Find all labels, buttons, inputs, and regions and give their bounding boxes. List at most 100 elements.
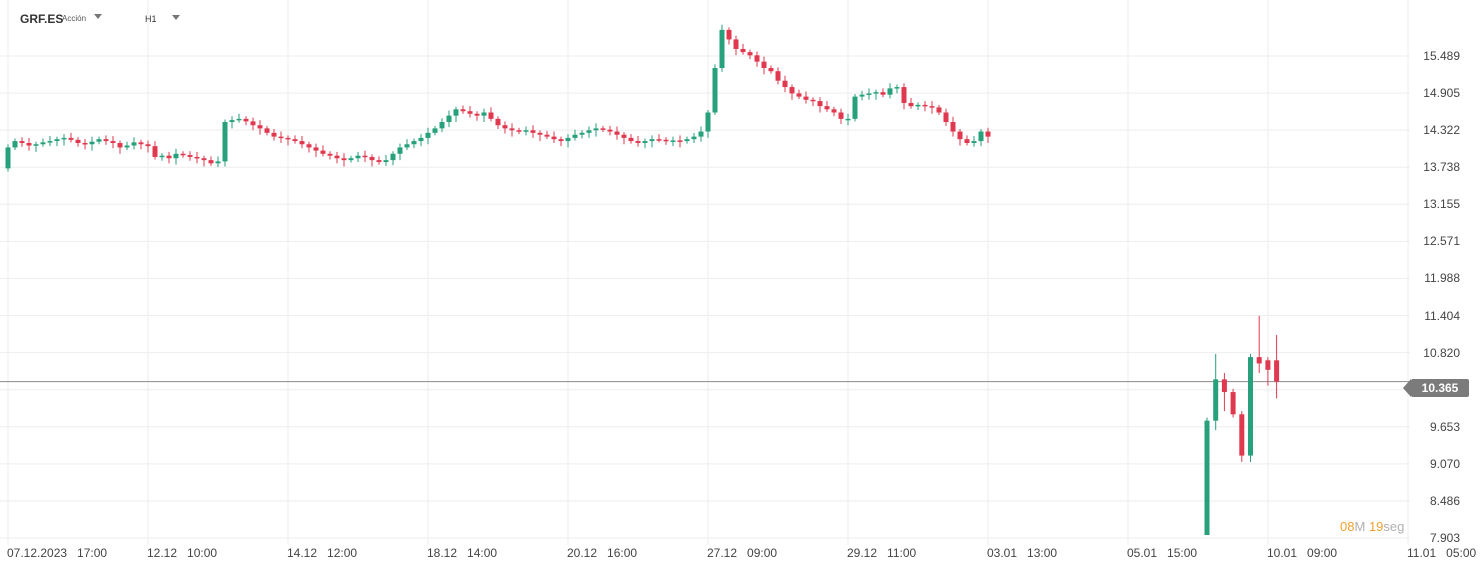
timeframe-dropdown-chevron-icon[interactable] (172, 15, 180, 20)
candle-body (642, 141, 648, 143)
candle (12, 138, 18, 150)
candle-body (1248, 357, 1253, 456)
candle-body (810, 99, 816, 102)
symbol-label[interactable]: GRF.ES (20, 12, 64, 26)
candle (677, 135, 683, 148)
candle (138, 139, 144, 150)
symbol-dropdown-chevron-icon[interactable] (94, 14, 102, 19)
candle (33, 141, 39, 152)
candle (229, 116, 235, 129)
y-tick-label: 13.155 (1423, 197, 1460, 212)
y-tick-label: 11.988 (1424, 271, 1460, 286)
candle (789, 84, 795, 100)
candle (173, 148, 179, 165)
candle (271, 129, 277, 141)
candle-body (5, 147, 11, 169)
candle-body (306, 144, 312, 148)
candle (880, 88, 886, 98)
candle-body (558, 139, 564, 142)
candle (663, 137, 669, 145)
candle-body (467, 111, 473, 114)
candle (642, 138, 648, 149)
candle (5, 144, 11, 172)
candle-body (817, 101, 823, 107)
candle-body (712, 68, 718, 113)
candle-body (61, 137, 67, 140)
candle-body (621, 134, 627, 138)
timeframe-label[interactable]: H1 (145, 14, 157, 24)
candle (523, 126, 529, 136)
y-tick-label: 11.404 (1424, 308, 1460, 323)
candle (957, 129, 963, 146)
candle (460, 105, 466, 114)
candle (698, 126, 704, 142)
candle-body (495, 118, 501, 126)
candle-body (880, 92, 886, 95)
candle (950, 116, 956, 137)
candle-body (243, 118, 249, 122)
candle (684, 136, 690, 144)
candle (901, 83, 907, 110)
candle-body (54, 139, 60, 142)
candle-body (572, 134, 578, 138)
candle-body (432, 128, 438, 133)
candle-body (131, 142, 137, 146)
candle-body (824, 106, 830, 110)
candle-body (348, 158, 354, 161)
candle (1265, 357, 1271, 386)
candle (278, 131, 284, 143)
candle-body (1221, 379, 1227, 393)
candle-body (964, 139, 970, 143)
candle-body (299, 141, 305, 145)
candle (481, 108, 487, 123)
candle (467, 106, 473, 118)
y-tick-label: 9.653 (1429, 419, 1460, 434)
candle-body (411, 141, 417, 145)
candle (425, 127, 431, 145)
candle-body (796, 93, 802, 97)
candle (621, 132, 627, 145)
candle-body (145, 144, 151, 147)
candle (341, 153, 347, 167)
y-tick-label: 14.322 (1423, 123, 1460, 138)
candle (124, 141, 130, 150)
candle-body (40, 142, 46, 145)
candle-body (705, 112, 711, 132)
candle-body (537, 132, 543, 135)
candle-body (12, 141, 18, 148)
candle (369, 154, 375, 167)
candle (306, 141, 312, 153)
candle (845, 113, 851, 126)
candle-body (929, 106, 935, 108)
candle-body (334, 155, 340, 159)
candle (320, 145, 326, 157)
candle-body (19, 141, 25, 143)
candle-body (838, 112, 844, 119)
candle (103, 135, 109, 145)
candle (726, 27, 732, 45)
candle (404, 139, 410, 150)
candle-body (124, 145, 130, 148)
y-tick-label: 9.070 (1429, 456, 1460, 471)
candle (166, 151, 172, 164)
candle (796, 89, 802, 100)
candle-body (516, 130, 522, 132)
candle (1239, 411, 1245, 462)
candle-body (873, 92, 879, 94)
candle (334, 151, 340, 164)
candle-body (264, 128, 270, 133)
candle-body (439, 122, 445, 129)
candle-body (600, 128, 606, 130)
candle (579, 130, 585, 139)
candle-body (733, 39, 739, 49)
candle-body (446, 115, 452, 123)
candle-body (789, 87, 795, 94)
candle (978, 129, 984, 147)
candle (257, 120, 263, 135)
countdown-seconds-unit: seg (1383, 519, 1405, 534)
x-tick-label: 05.01 15:00 (1127, 546, 1198, 560)
candle (376, 156, 382, 165)
candle-body (425, 132, 431, 138)
candle-body (747, 52, 753, 56)
